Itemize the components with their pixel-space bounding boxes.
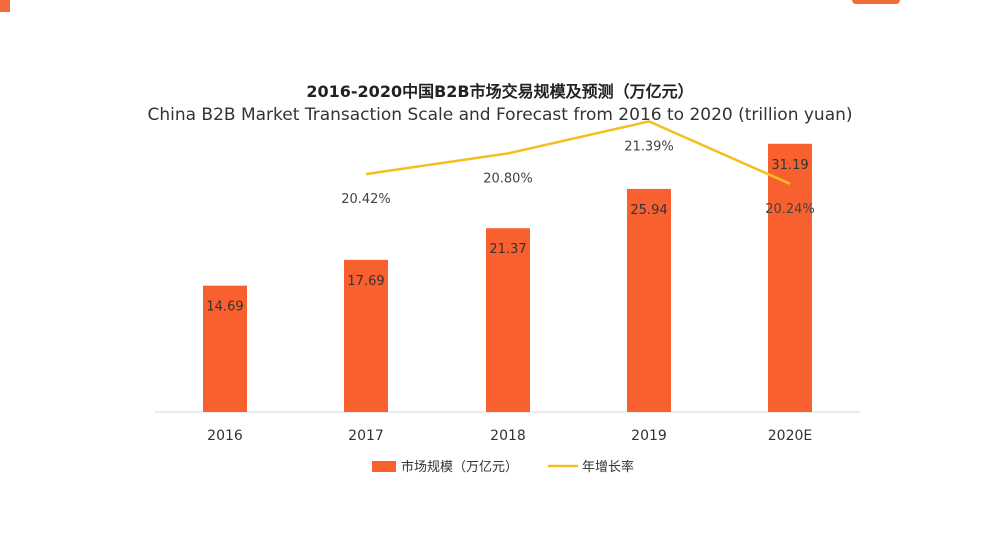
bar-label-2019: 25.94 (630, 203, 667, 218)
bar-2017 (344, 259, 388, 412)
x-tick-2018: 2018 (490, 428, 526, 444)
bar-2019 (627, 188, 671, 412)
corner-accent-left (0, 0, 10, 12)
chart-title: 2016-2020中国B2B市场交易规模及预测（万亿元） (306, 82, 693, 101)
legend-bar-swatch (372, 461, 396, 472)
rate-label-2017: 20.42% (341, 192, 391, 207)
rate-label-2018: 20.80% (483, 171, 533, 186)
bar-2016 (203, 285, 247, 412)
legend-line-label: 年增长率 (582, 459, 634, 475)
corner-accent-right (852, 0, 900, 4)
bar-2018 (486, 228, 530, 412)
x-tick-2020E: 2020E (768, 428, 812, 444)
bar-label-2020E: 31.19 (771, 158, 808, 173)
growth-rate-line (365, 120, 791, 185)
bar-2020E (768, 143, 812, 413)
rate-label-2019: 21.39% (624, 139, 674, 154)
x-tick-2017: 2017 (348, 428, 384, 444)
bar-label-2017: 17.69 (347, 274, 384, 289)
bar-label-2018: 21.37 (489, 242, 526, 257)
bar-label-2016: 14.69 (206, 300, 243, 315)
chart-subtitle: China B2B Market Transaction Scale and F… (147, 105, 852, 125)
rate-label-2020E: 20.24% (765, 202, 815, 217)
legend-bar-label: 市场规模（万亿元） (401, 459, 518, 475)
x-tick-2019: 2019 (631, 428, 667, 444)
x-tick-2016: 2016 (207, 428, 243, 444)
